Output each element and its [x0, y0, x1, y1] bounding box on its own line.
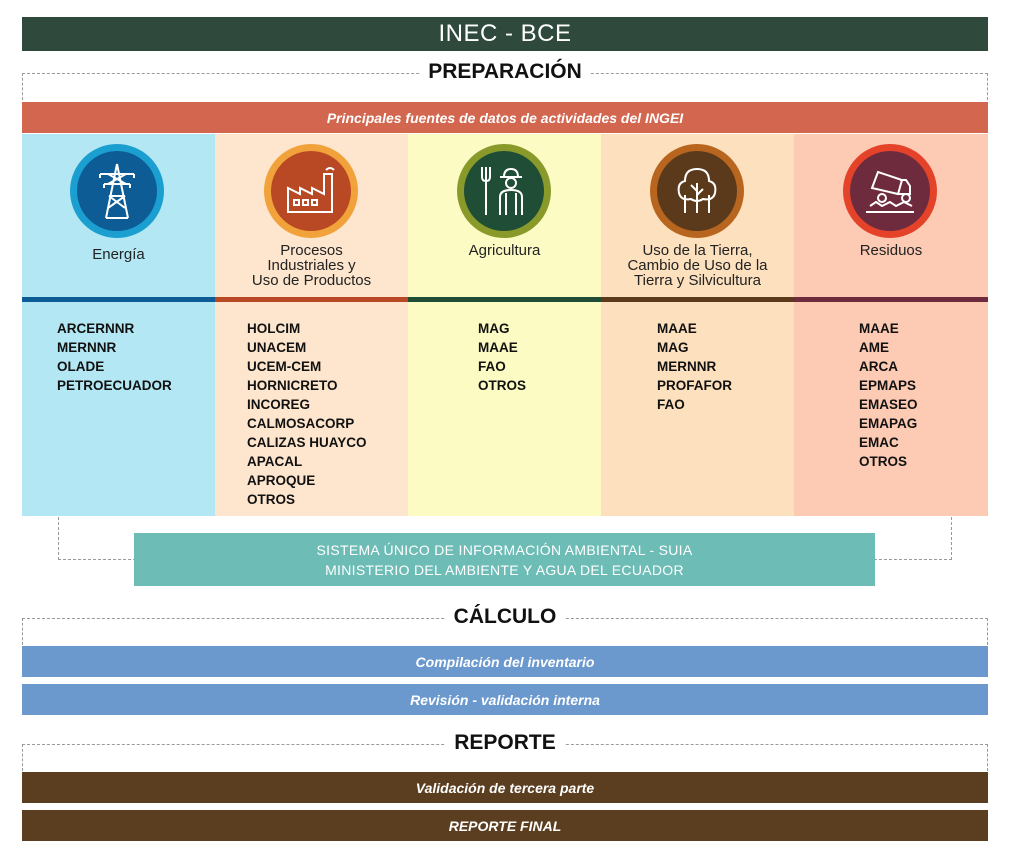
- column-divider: [601, 297, 794, 302]
- suia-box: SISTEMA ÚNICO DE INFORMACIÓN AMBIENTAL -…: [134, 533, 875, 586]
- section-calculo: CÁLCULO: [0, 605, 1010, 629]
- list-item: OTROS: [478, 378, 527, 393]
- icon-ring: [843, 144, 937, 238]
- source-list: MAAE AME ARCA EPMAPS EMASEO EMAPAG EMAC …: [859, 319, 918, 471]
- list-item: EMAPAG: [859, 416, 918, 431]
- list-item: MAAE: [859, 321, 899, 336]
- column-residuos: Residuos MAAE AME ARCA EPMAPS EMASEO EMA…: [794, 134, 988, 516]
- factory-icon: [271, 151, 351, 231]
- list-item: CALMOSACORP: [247, 416, 355, 431]
- list-item: MERNNR: [657, 359, 717, 374]
- source-list: ARCERNNR MERNNR OLADE PETROECUADOR: [57, 319, 172, 395]
- source-list: HOLCIM UNACEM UCEM-CEM HORNICRETO INCORE…: [247, 319, 367, 509]
- power-tower-icon: [77, 151, 157, 231]
- page-title: INEC - BCE: [22, 17, 988, 51]
- list-item: ARCA: [859, 359, 898, 374]
- list-item: FAO: [478, 359, 506, 374]
- list-item: AME: [859, 340, 889, 355]
- icon-ring: [264, 144, 358, 238]
- list-item: MAAE: [657, 321, 697, 336]
- column-procesos: Procesos Industriales y Uso de Productos…: [215, 134, 408, 516]
- column-agricultura: Agricultura MAG MAAE FAO OTROS: [408, 134, 601, 516]
- list-item: MERNNR: [57, 340, 117, 355]
- trees-icon: [657, 151, 737, 231]
- source-list: MAAE MAG MERNNR PROFAFOR FAO: [657, 319, 732, 414]
- list-item: UCEM-CEM: [247, 359, 322, 374]
- column-divider: [794, 297, 988, 302]
- section-reporte: REPORTE: [0, 731, 1010, 755]
- list-item: PETROECUADOR: [57, 378, 172, 393]
- list-item: MAG: [478, 321, 510, 336]
- column-energia: Energía ARCERNNR MERNNR OLADE PETROECUAD…: [22, 134, 215, 516]
- icon-ring: [650, 144, 744, 238]
- column-divider: [215, 297, 408, 302]
- list-item: OTROS: [247, 492, 296, 507]
- farmer-icon: [464, 151, 544, 231]
- list-item: EMAC: [859, 435, 899, 450]
- list-item: APACAL: [247, 454, 303, 469]
- list-item: HOLCIM: [247, 321, 301, 336]
- column-title: Residuos: [859, 242, 923, 259]
- list-item: UNACEM: [247, 340, 307, 355]
- column-title: Agricultura: [468, 242, 541, 259]
- list-item: EPMAPS: [859, 378, 917, 393]
- source-list: MAG MAAE FAO OTROS: [478, 319, 526, 395]
- column-title: Procesos Industriales y Uso de Productos: [251, 242, 372, 289]
- sources-banner: Principales fuentes de datos de activida…: [22, 102, 988, 133]
- list-item: OTROS: [859, 454, 908, 469]
- column-title: Uso de la Tierra, Cambio de Uso de la Ti…: [627, 242, 768, 289]
- dump-truck-icon: [850, 151, 930, 231]
- icon-ring: [457, 144, 551, 238]
- list-item: OLADE: [57, 359, 105, 374]
- list-item: CALIZAS HUAYCO: [247, 435, 367, 450]
- list-item: ARCERNNR: [57, 321, 135, 336]
- column-uso-tierra: Uso de la Tierra, Cambio de Uso de la Ti…: [601, 134, 794, 516]
- icon-ring: [70, 144, 164, 238]
- suia-line-2: MINISTERIO DEL AMBIENTE Y AGUA DEL ECUAD…: [325, 561, 684, 578]
- list-item: APROQUE: [247, 473, 316, 488]
- section-preparacion: PREPARACIÓN: [0, 60, 1010, 84]
- list-item: MAAE: [478, 340, 518, 355]
- list-item: HORNICRETO: [247, 378, 338, 393]
- list-item: PROFAFOR: [657, 378, 733, 393]
- step-compilacion: Compilación del inventario: [22, 646, 988, 677]
- list-item: EMASEO: [859, 397, 918, 412]
- list-item: FAO: [657, 397, 685, 412]
- step-validacion-tercera: Validación de tercera parte: [22, 772, 988, 803]
- column-divider: [408, 297, 601, 302]
- step-revision: Revisión - validación interna: [22, 684, 988, 715]
- list-item: MAG: [657, 340, 689, 355]
- column-divider: [22, 297, 215, 302]
- step-reporte-final: REPORTE FINAL: [22, 810, 988, 841]
- suia-line-1: SISTEMA ÚNICO DE INFORMACIÓN AMBIENTAL -…: [316, 541, 693, 558]
- list-item: INCOREG: [247, 397, 311, 412]
- column-title: Energía: [92, 246, 145, 263]
